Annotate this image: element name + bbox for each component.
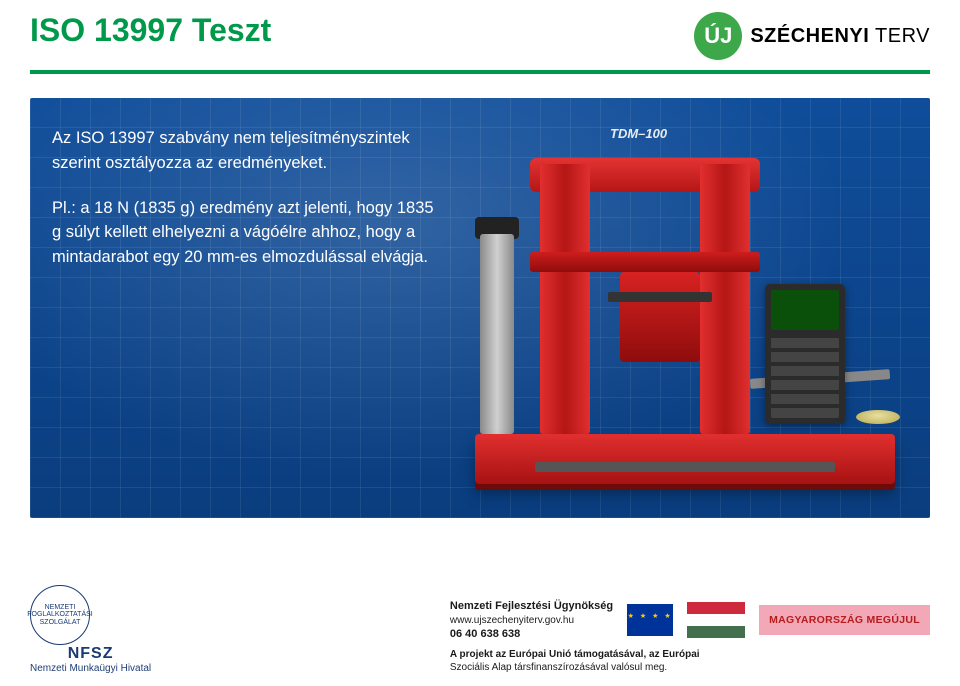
body-text: Az ISO 13997 szabvány nem teljesítménysz… (52, 126, 435, 290)
hu-flag-red (687, 602, 745, 614)
paragraph-1: Az ISO 13997 szabvány nem teljesítménysz… (52, 126, 435, 176)
nfsz-full-name: Nemzeti Munkaügyi Hivatal (30, 663, 151, 674)
header: ISO 13997 Teszt ÚJ SZÉCHENYI TERV (0, 0, 960, 60)
machine-crossbar-icon (530, 252, 760, 272)
logo-text-bold: SZÉCHENYI (750, 25, 869, 47)
megujul-badge: MAGYARORSZÁG MEGÚJUL (759, 605, 930, 635)
project-credit-line2: Szociális Alap társfinanszírozásával val… (450, 662, 667, 673)
page-title: ISO 13997 Teszt (30, 12, 271, 49)
machine-sample-holder-icon (620, 272, 700, 362)
machine-control-panel-icon (765, 284, 845, 424)
project-credit-line1: A projekt az Európai Unió támogatásával,… (450, 649, 700, 660)
panel-keypad-icon (771, 334, 839, 418)
logo-text-thin: TERV (869, 25, 930, 47)
hungary-flag-icon (687, 602, 745, 638)
uj-badge-icon: ÚJ (694, 12, 742, 60)
footer-right-top-row: Nemzeti Fejlesztési Ügynökség www.ujszec… (450, 599, 930, 642)
tdm100-machine-illustration: TDM–100 (470, 112, 900, 504)
nfsz-emblem-icon: NEMZETI FOGLALKOZTATÁSI SZOLGÁLAT (30, 585, 90, 645)
panel-screen-icon (771, 290, 839, 330)
content-panel: Az ISO 13997 szabvány nem teljesítménysz… (30, 98, 930, 518)
eu-flag-icon (627, 604, 673, 636)
machine-label: TDM–100 (610, 126, 667, 141)
hu-flag-green (687, 626, 745, 638)
agency-block: Nemzeti Fejlesztési Ügynökség www.ujszec… (450, 599, 613, 642)
machine-column-left-icon (540, 164, 590, 434)
agency-phone: 06 40 638 638 (450, 627, 613, 642)
footer-right-column: Nemzeti Fejlesztési Ügynökség www.ujszec… (450, 599, 930, 674)
footer: NEMZETI FOGLALKOZTATÁSI SZOLGÁLAT NFSZ N… (30, 585, 930, 674)
nfsz-block: NEMZETI FOGLALKOZTATÁSI SZOLGÁLAT NFSZ N… (30, 585, 151, 674)
agency-name: Nemzeti Fejlesztési Ügynökség (450, 599, 613, 614)
header-rule (30, 70, 930, 74)
machine-base-icon (475, 434, 895, 484)
machine-baseplate-icon (535, 462, 835, 472)
project-credit: A projekt az Európai Unió támogatásával,… (450, 648, 700, 674)
paragraph-2: Pl.: a 18 N (1835 g) eredmény azt jelent… (52, 196, 435, 270)
footer-right: Nemzeti Fejlesztési Ügynökség www.ujszec… (450, 599, 930, 674)
nfsz-ring-text: NEMZETI FOGLALKOZTATÁSI SZOLGÁLAT (27, 604, 92, 626)
hu-flag-white (687, 614, 745, 626)
nfsz-acronym: NFSZ (30, 645, 151, 663)
nfsz-caption: NFSZ Nemzeti Munkaügyi Hivatal (30, 645, 151, 674)
machine-weight-disc-icon (856, 410, 900, 424)
agency-url: www.ujszechenyiterv.gov.hu (450, 614, 613, 628)
machine-pipe-icon (480, 234, 514, 434)
szechenyi-logo-text: SZÉCHENYI TERV (750, 25, 930, 48)
footer-left: NEMZETI FOGLALKOZTATÁSI SZOLGÁLAT NFSZ N… (30, 585, 151, 674)
szechenyi-logo: ÚJ SZÉCHENYI TERV (694, 12, 930, 60)
